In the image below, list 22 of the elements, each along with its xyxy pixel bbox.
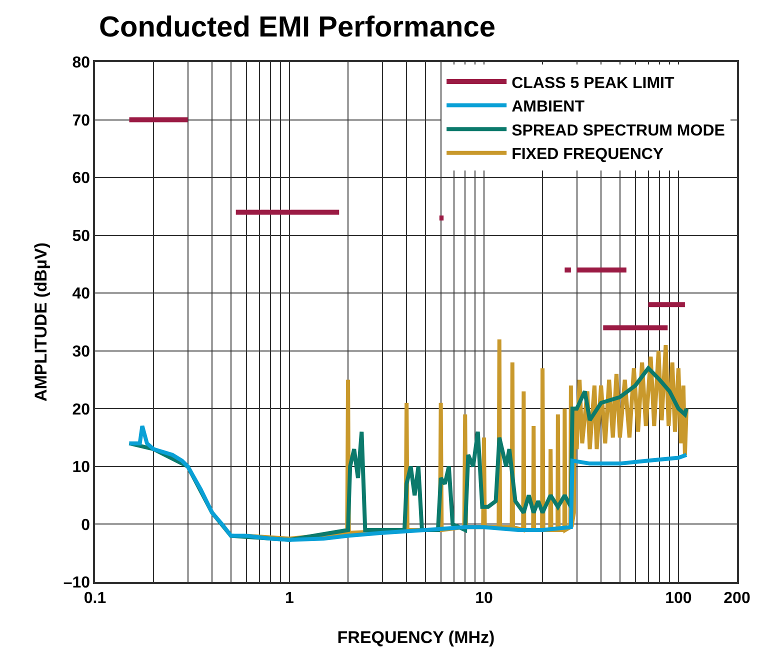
y-tick-label: –10 — [63, 574, 90, 592]
y-tick-label: 10 — [72, 459, 90, 476]
y-tick-label: 60 — [72, 170, 90, 188]
legend-label: FIXED FREQUENCY — [512, 146, 664, 164]
y-tick-label: 0 — [81, 516, 90, 534]
y-axis-title: AMPLITUDE (dBµV) — [31, 242, 50, 402]
y-tick-label: 80 — [72, 54, 90, 72]
chart-title: Conducted EMI Performance — [99, 12, 496, 44]
y-tick-label: 70 — [72, 112, 90, 130]
x-tick-label: 1 — [285, 590, 294, 607]
y-tick-label: 50 — [72, 228, 90, 245]
x-tick-label: 200 — [724, 590, 750, 607]
y-tick-label: 20 — [72, 401, 90, 418]
y-tick-label: 40 — [72, 286, 90, 303]
legend-label: AMBIENT — [512, 98, 585, 116]
legend-label: SPREAD SPECTRUM MODE — [512, 122, 726, 140]
x-tick-label: 0.1 — [84, 590, 106, 607]
y-tick-label: 30 — [72, 343, 90, 360]
legend-label: CLASS 5 PEAK LIMIT — [512, 74, 674, 92]
x-tick-label: 100 — [665, 590, 692, 607]
x-axis-title: FREQUENCY (MHz) — [337, 628, 495, 647]
x-tick-label: 10 — [475, 590, 493, 607]
